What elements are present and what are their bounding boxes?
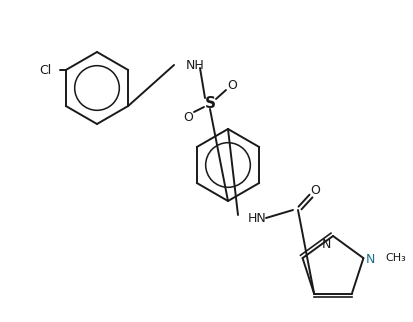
Text: NH: NH bbox=[186, 59, 205, 71]
Text: O: O bbox=[183, 110, 193, 124]
Text: O: O bbox=[310, 184, 320, 196]
Text: N: N bbox=[322, 238, 331, 251]
Text: O: O bbox=[227, 79, 237, 91]
Text: CH₃: CH₃ bbox=[385, 253, 406, 263]
Text: Cl: Cl bbox=[40, 63, 52, 77]
Text: N: N bbox=[366, 253, 375, 266]
Text: S: S bbox=[204, 96, 216, 110]
Text: HN: HN bbox=[248, 212, 267, 224]
